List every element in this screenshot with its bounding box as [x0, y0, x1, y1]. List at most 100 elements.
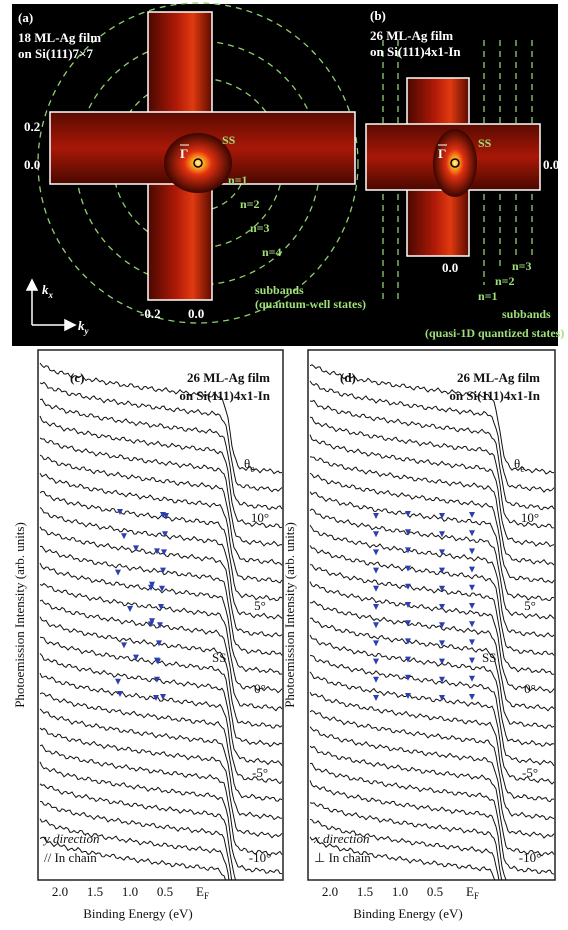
- peak-marker: [439, 622, 445, 628]
- figure: (a) 18 ML-Ag film on Si(111)7×7 0.2 0.0 …: [0, 0, 568, 930]
- spectrum-curve: [40, 546, 282, 655]
- ss-label: SS: [212, 650, 226, 665]
- spectrum-curve: [310, 492, 554, 601]
- angle-label: -10°: [519, 850, 542, 865]
- n-label: n=3: [512, 259, 532, 273]
- sub: e: [520, 464, 525, 475]
- x-axis-label: Binding Energy (eV): [353, 906, 463, 921]
- peak-marker: [469, 567, 475, 573]
- x-tick-label: 1.0: [392, 884, 408, 899]
- title: on Si(111)4x1-In: [370, 44, 461, 59]
- spectrum-curve: [40, 416, 282, 528]
- spectrum-curve: [310, 565, 554, 675]
- hot-spot: [433, 129, 477, 197]
- panel-label: (a): [18, 10, 33, 25]
- spectrum-curve: [310, 672, 554, 784]
- panel-label: (d): [340, 370, 356, 385]
- x-tick-label: 2.0: [52, 884, 68, 899]
- title: 26 ML-Ag film: [457, 370, 540, 385]
- spectrum-curve: [310, 509, 554, 619]
- peak-marker: [439, 549, 445, 555]
- spectrum-curve: [310, 635, 554, 746]
- peak-marker: [155, 659, 161, 665]
- peak-marker: [121, 533, 127, 539]
- tick-label: -0.2: [140, 306, 161, 321]
- title: on Si(111)7×7: [18, 46, 93, 61]
- chain: // In chain: [44, 850, 97, 865]
- tick-label: 0.0: [543, 157, 559, 172]
- sub: F: [204, 891, 209, 901]
- peak-marker: [469, 530, 475, 536]
- ss-label: SS: [478, 136, 492, 150]
- chain: ⊥ In chain: [314, 850, 371, 865]
- peak-marker: [469, 512, 475, 518]
- peak-marker: [439, 659, 445, 665]
- x-tick-label: EF: [466, 884, 479, 901]
- tick-label: 0.2: [24, 119, 40, 134]
- peak-marker: [115, 679, 121, 685]
- spectrum-curve: [310, 618, 554, 728]
- peak-marker: [469, 639, 475, 645]
- peak-marker: [469, 585, 475, 591]
- angle-label: -5°: [522, 765, 538, 780]
- title: 26 ML-Ag film: [370, 28, 453, 43]
- x-tick-label: 1.0: [122, 884, 138, 899]
- spectrum-curve: [40, 728, 282, 838]
- spectra-panel: (d)26 ML-Ag filmon Si(111)4x1-Inθe10°5°0…: [282, 350, 555, 930]
- peak-marker: [127, 606, 133, 612]
- angle-label: 0°: [524, 681, 536, 696]
- peak-marker: [469, 548, 475, 554]
- x-tick-label: 0.5: [427, 884, 443, 899]
- spectrum-curve: [310, 546, 554, 656]
- spectrum-curve: [40, 491, 282, 600]
- spectrum-curve: [40, 617, 282, 728]
- tick-label: 0.0: [442, 260, 458, 275]
- subbands: subbands: [255, 283, 304, 297]
- peak-marker: [373, 659, 379, 665]
- ss-label: SS: [222, 133, 236, 147]
- peak-marker: [373, 513, 379, 519]
- gamma-label: Γ: [438, 146, 446, 161]
- title: 18 ML-Ag film: [18, 30, 101, 45]
- theta-label: θe: [244, 456, 255, 475]
- spectrum-curve: [40, 527, 282, 637]
- note: (quantum-well states): [255, 297, 366, 311]
- title: on Si(111)4x1-In: [179, 388, 270, 403]
- peak-marker: [405, 511, 411, 517]
- x-axis-label: Binding Energy (eV): [83, 906, 193, 921]
- peak-marker: [469, 621, 475, 627]
- peak-marker: [469, 603, 475, 609]
- subbands: subbands: [502, 307, 551, 321]
- spectrum-curve: [40, 455, 282, 565]
- tick-label: 0.0: [188, 306, 204, 321]
- main: E: [466, 884, 474, 899]
- spectrum-curve: [310, 601, 554, 711]
- peak-marker: [161, 549, 167, 555]
- title: 26 ML-Ag film: [187, 370, 270, 385]
- peak-marker: [373, 640, 379, 646]
- n-label: n=2: [240, 197, 260, 211]
- angle-label: 10°: [521, 510, 539, 525]
- direction: y direction: [42, 831, 99, 846]
- peak-marker: [160, 568, 166, 574]
- peak-marker: [373, 568, 379, 574]
- direction: x direction: [313, 831, 369, 846]
- note: (quasi-1D quantized states): [425, 326, 564, 340]
- spectrum-curve: [40, 438, 282, 546]
- x-tick-label: 1.5: [357, 884, 373, 899]
- spectrum-curve: [40, 637, 282, 746]
- peak-marker: [469, 694, 475, 700]
- peak-marker: [373, 586, 379, 592]
- peak-marker: [373, 604, 379, 610]
- spectrum-curve: [40, 399, 282, 509]
- peak-marker: [469, 676, 475, 682]
- angle-label: 5°: [254, 598, 266, 613]
- y-axis-label: Photoemission Intensity (arb. units): [12, 522, 27, 708]
- spectrum-curve: [310, 435, 554, 547]
- n-label: n=1: [228, 173, 248, 187]
- spectrum-curve: [40, 473, 282, 583]
- spectrum-curve: [40, 673, 282, 784]
- spectrum-curve: [40, 584, 282, 693]
- spectrum-curve: [310, 473, 554, 583]
